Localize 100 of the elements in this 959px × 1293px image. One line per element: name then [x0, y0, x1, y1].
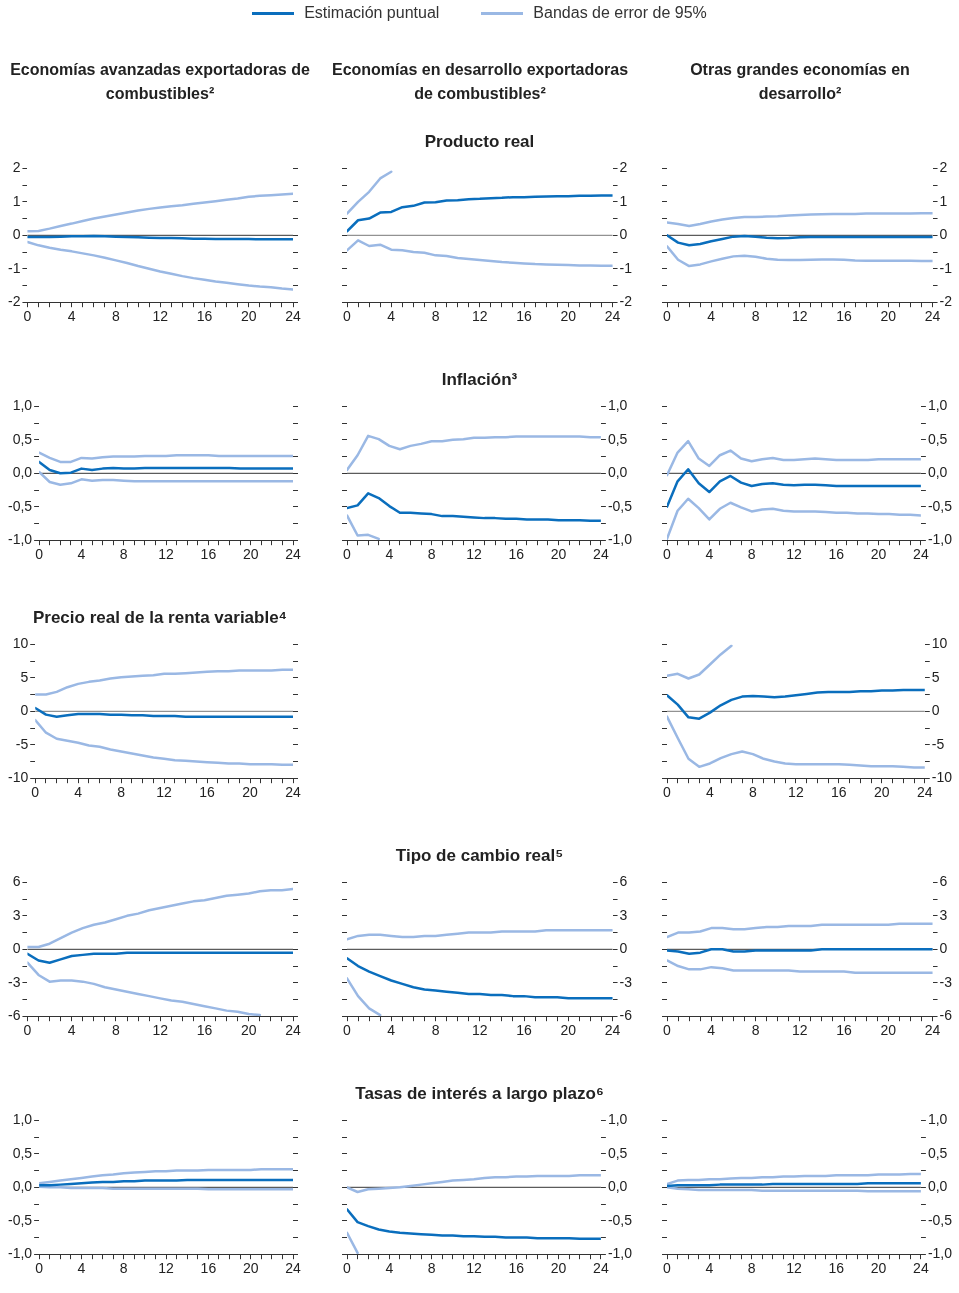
x-tick-label: 16	[200, 546, 217, 563]
x-tick-label: 8	[431, 1022, 440, 1039]
y-tick-label: -5	[15, 735, 29, 752]
y-tick-label: 1	[12, 192, 21, 209]
x-tick-label: 16	[828, 1260, 845, 1277]
x-tick-label: 16	[508, 1260, 525, 1277]
x-tick-label: 16	[828, 546, 845, 563]
y-tick-label: 0	[931, 702, 940, 719]
x-tick-label: 4	[706, 784, 715, 801]
x-tick-label: 24	[913, 1260, 929, 1277]
x-tick-label: 4	[385, 546, 394, 563]
x-tick-label: 8	[117, 784, 126, 801]
legend-label: Estimación puntual	[304, 4, 440, 22]
y-tick-label: -6	[8, 1007, 21, 1024]
y-tick-label: 0,5	[927, 430, 948, 447]
chart-title: Producto real	[423, 132, 536, 152]
y-tick-label: -0,5	[927, 1211, 953, 1228]
y-tick-label: 10	[931, 635, 948, 652]
x-tick-label: 4	[707, 308, 716, 325]
y-tick-label: 1,0	[12, 397, 33, 414]
y-tick-label: -2	[619, 293, 633, 310]
x-tick-label: 20	[242, 784, 259, 801]
x-tick-label: 12	[786, 1260, 802, 1277]
x-tick-label: 24	[924, 308, 941, 325]
x-tick-label: 24	[285, 784, 301, 801]
x-tick-label: 4	[74, 784, 83, 801]
x-tick-label: 8	[119, 1260, 128, 1277]
chart-title: Inflación³	[440, 370, 519, 390]
x-tick-label: 20	[242, 546, 259, 563]
x-tick-label: 16	[196, 308, 213, 325]
x-tick-label: 8	[749, 784, 758, 801]
x-tick-label: 8	[751, 1022, 760, 1039]
y-tick-label: 0,5	[927, 1144, 948, 1161]
y-tick-label: 0,5	[607, 430, 628, 447]
x-tick-label: 4	[67, 1022, 76, 1039]
y-tick-label: 0	[12, 226, 21, 243]
y-tick-label: 5	[931, 668, 940, 685]
x-tick-label: 12	[791, 308, 808, 325]
chart-subtitle: Economías avanzadas exportadoras de combustibles²	[10, 60, 310, 104]
y-tick-label: -1	[619, 259, 633, 276]
y-tick-label: 1,0	[607, 397, 628, 414]
x-tick-label: 12	[152, 308, 169, 325]
y-tick-label: 1,0	[927, 397, 948, 414]
x-tick-label: 12	[466, 546, 482, 563]
x-tick-label: 20	[870, 1260, 887, 1277]
x-tick-label: 8	[431, 308, 440, 325]
y-tick-label: 0,0	[607, 464, 628, 481]
y-tick-label: -3	[8, 973, 21, 990]
y-tick-label: 0	[939, 226, 948, 243]
y-tick-label: 0,0	[927, 1178, 948, 1195]
chart-subtitle: Otras grandes economías en desarrollo²	[689, 60, 911, 104]
y-tick-label: -0,5	[607, 1211, 633, 1228]
x-tick-label: 24	[924, 1022, 941, 1039]
x-tick-label: 20	[874, 784, 890, 801]
x-tick-label: 12	[156, 784, 173, 801]
x-tick-label: 4	[77, 1260, 86, 1277]
y-tick-label: 6	[619, 873, 628, 890]
x-tick-label: 20	[240, 308, 257, 325]
x-tick-label: 16	[836, 308, 853, 325]
y-tick-label: -3	[939, 973, 953, 990]
y-tick-label: -1,0	[8, 531, 33, 548]
y-tick-label: 0,0	[12, 464, 33, 481]
y-tick-label: 3	[12, 906, 21, 923]
x-tick-label: 16	[200, 1260, 217, 1277]
x-tick-label: 24	[916, 784, 933, 801]
y-tick-label: -2	[939, 293, 953, 310]
y-tick-label: -10	[931, 769, 953, 786]
x-tick-label: 8	[119, 546, 128, 563]
x-tick-label: 8	[747, 1260, 756, 1277]
x-tick-label: 4	[385, 1260, 394, 1277]
x-tick-label: 8	[747, 546, 756, 563]
y-tick-label: -0,5	[8, 1211, 33, 1228]
y-tick-label: -0,5	[8, 497, 33, 514]
x-tick-label: 12	[786, 546, 802, 563]
y-tick-label: 0	[619, 226, 628, 243]
x-tick-label: 12	[152, 1022, 169, 1039]
x-tick-label: 4	[77, 546, 86, 563]
x-tick-label: 20	[242, 1260, 259, 1277]
x-tick-label: 20	[560, 308, 577, 325]
x-tick-label: 4	[705, 546, 714, 563]
y-tick-label: 0	[939, 940, 948, 957]
y-tick-label: 1,0	[607, 1111, 628, 1128]
x-tick-label: 24	[604, 1022, 621, 1039]
y-tick-label: 0,5	[12, 1144, 33, 1161]
y-tick-label: 2	[619, 159, 628, 176]
chart-title: Tipo de cambio real⁵	[394, 846, 565, 866]
y-tick-label: 6	[12, 873, 21, 890]
y-tick-label: -1,0	[607, 531, 633, 548]
legend-label: Bandas de error de 95%	[533, 4, 707, 22]
y-tick-label: -1	[939, 259, 953, 276]
x-tick-label: 12	[466, 1260, 482, 1277]
x-tick-label: 8	[427, 546, 436, 563]
x-tick-label: 4	[707, 1022, 716, 1039]
y-tick-label: -6	[619, 1007, 633, 1024]
x-tick-label: 16	[508, 546, 525, 563]
x-tick-label: 0	[343, 1260, 352, 1277]
x-tick-label: 8	[751, 308, 760, 325]
y-tick-label: 1,0	[12, 1111, 33, 1128]
x-tick-label: 0	[663, 784, 672, 801]
chart-title: Precio real de la renta variable⁴	[31, 608, 289, 628]
